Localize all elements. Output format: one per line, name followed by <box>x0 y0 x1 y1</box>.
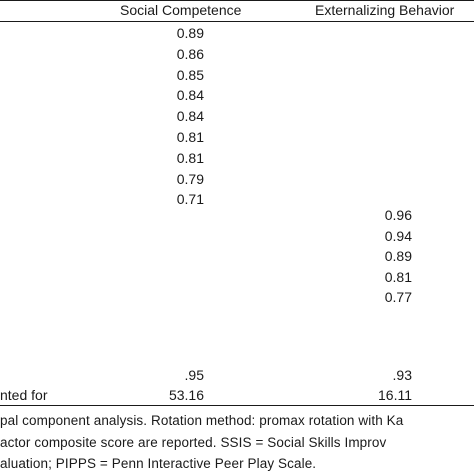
social-loading-6: 0.81 <box>176 129 204 145</box>
header-externalizing-behavior: Externalizing Behavior <box>315 2 455 18</box>
social-loading-1: 0.89 <box>176 25 204 41</box>
externalizing-loading-2: 0.94 <box>384 227 412 244</box>
social-loading-2: 0.86 <box>176 45 204 62</box>
variance-externalizing: 16.11 <box>378 387 412 403</box>
social-loading-4: 0.84 <box>176 87 204 104</box>
social-loading-9: 0.71 <box>176 191 204 208</box>
bottom-rule <box>0 405 474 406</box>
social-loading-8: 0.79 <box>176 170 204 187</box>
header-social-competence: Social Competence <box>120 2 242 18</box>
externalizing-loading-3: 0.89 <box>384 248 412 264</box>
alpha-externalizing: .93 <box>392 367 412 383</box>
social-loading-7: 0.81 <box>176 149 204 166</box>
note-line-3: aluation; PIPPS = Penn Interactive Peer … <box>0 456 317 471</box>
externalizing-loading-4: 0.81 <box>384 268 412 285</box>
note-line-2: actor composite score are reported. SSIS… <box>0 435 387 450</box>
externalizing-loading-1: 0.96 <box>384 207 412 223</box>
variance-label: nted for <box>0 387 48 403</box>
variance-social: 53.16 <box>168 387 204 403</box>
social-loading-5: 0.84 <box>176 108 204 125</box>
header-rule <box>0 21 474 22</box>
note-line-1: pal component analysis. Rotation method:… <box>0 413 404 428</box>
top-rule <box>0 0 474 1</box>
alpha-social: .95 <box>184 367 204 383</box>
social-loading-3: 0.85 <box>176 66 204 83</box>
externalizing-loading-5: 0.77 <box>384 289 412 305</box>
